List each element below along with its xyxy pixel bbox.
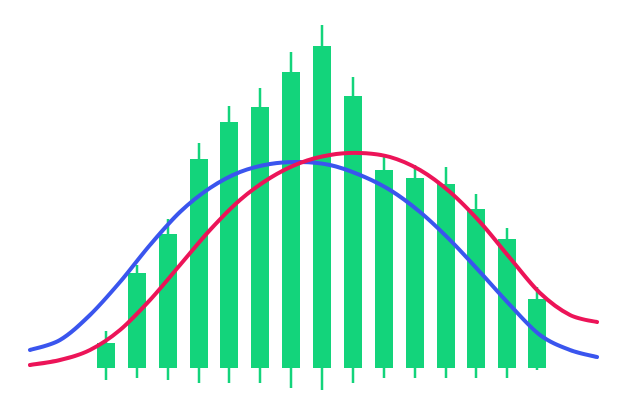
candle-body	[313, 46, 331, 368]
candle-body	[437, 184, 455, 368]
candle-body	[251, 107, 269, 368]
candle-body	[375, 170, 393, 368]
candle-body	[97, 343, 115, 368]
curve	[28, 159, 599, 359]
candle-body	[344, 96, 362, 368]
candle-body	[282, 72, 300, 368]
candle-body	[190, 159, 208, 368]
candle-body	[406, 178, 424, 368]
candle-body	[159, 234, 177, 368]
candle-body	[220, 122, 238, 368]
candle-body	[128, 273, 146, 368]
candle-body	[467, 209, 485, 368]
curve	[28, 150, 599, 367]
